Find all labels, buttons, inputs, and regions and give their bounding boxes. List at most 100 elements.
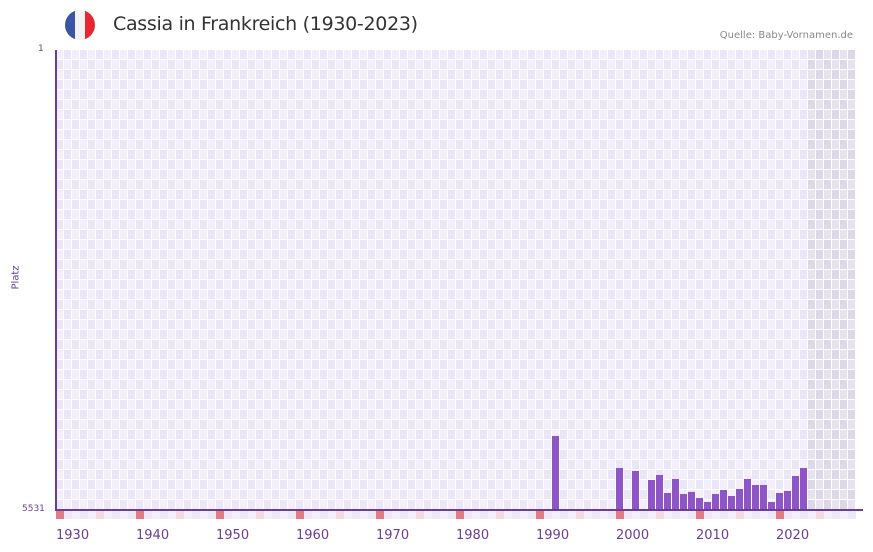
year-marker: [584, 511, 592, 519]
year-marker: [152, 511, 160, 519]
bar-2019[interactable]: [768, 502, 775, 510]
year-marker: [568, 511, 576, 519]
year-marker: [296, 511, 304, 519]
source-link[interactable]: Quelle: Baby-Vornamen.de: [719, 30, 853, 41]
year-marker: [384, 511, 392, 519]
year-marker: [816, 511, 824, 519]
year-marker: [288, 511, 296, 519]
x-tick-label: 2000: [616, 528, 650, 543]
bar-2016[interactable]: [744, 478, 751, 510]
bar-2018[interactable]: [760, 484, 767, 510]
year-marker: [192, 511, 200, 519]
year-marker: [368, 511, 376, 519]
year-marker: [744, 511, 752, 519]
chart-title: Cassia in Frankreich (1930-2023): [113, 13, 418, 35]
year-marker: [424, 511, 432, 519]
year-marker: [848, 511, 856, 519]
year-marker: [304, 511, 312, 519]
year-marker: [248, 511, 256, 519]
year-marker: [80, 511, 88, 519]
year-marker: [656, 511, 664, 519]
year-marker: [64, 511, 72, 519]
year-marker: [824, 511, 832, 519]
bar-2004[interactable]: [648, 479, 655, 510]
year-marker: [800, 511, 808, 519]
bar-2012[interactable]: [712, 494, 719, 510]
year-marker: [840, 511, 848, 519]
year-marker: [416, 511, 424, 519]
bar-2009[interactable]: [688, 492, 695, 510]
x-tick-label: 2010: [696, 528, 730, 543]
year-marker: [712, 511, 720, 519]
year-marker: [576, 511, 584, 519]
bar-2017[interactable]: [752, 484, 759, 510]
year-marker: [120, 511, 128, 519]
year-marker: [456, 511, 464, 519]
year-marker: [496, 511, 504, 519]
year-marker: [736, 511, 744, 519]
year-marker: [792, 511, 800, 519]
year-marker: [760, 511, 768, 519]
year-marker: [504, 511, 512, 519]
year-marker: [360, 511, 368, 519]
year-marker: [808, 511, 816, 519]
x-tick-label: 1950: [216, 528, 250, 543]
year-marker: [320, 511, 328, 519]
year-marker: [488, 511, 496, 519]
x-tick-label: 1980: [456, 528, 490, 543]
year-marker: [400, 511, 408, 519]
bar-1992[interactable]: [552, 435, 559, 510]
year-marker: [72, 511, 80, 519]
year-marker: [776, 511, 784, 519]
bar-2007[interactable]: [672, 478, 679, 510]
bar-2020[interactable]: [776, 493, 783, 510]
year-marker: [624, 511, 632, 519]
bar-2013[interactable]: [720, 490, 727, 510]
year-marker: [440, 511, 448, 519]
bar-2006[interactable]: [664, 493, 671, 510]
bar-2022[interactable]: [792, 475, 799, 510]
year-marker: [520, 511, 528, 519]
year-marker: [768, 511, 776, 519]
year-marker: [544, 511, 552, 519]
bar-2000[interactable]: [616, 467, 623, 510]
year-marker: [672, 511, 680, 519]
year-marker: [648, 511, 656, 519]
x-tick-label: 1930: [56, 528, 90, 543]
bar-2011[interactable]: [704, 502, 711, 510]
y-tick-top: 1: [38, 44, 44, 54]
year-marker: [160, 511, 168, 519]
year-marker: [176, 511, 184, 519]
year-marker: [256, 511, 264, 519]
y-tick-bottom: 5531: [22, 504, 45, 514]
x-tick-label: 1940: [136, 528, 170, 543]
year-marker: [616, 511, 624, 519]
year-marker: [216, 511, 224, 519]
bar-2002[interactable]: [632, 470, 639, 510]
x-axis-line: [55, 509, 863, 511]
year-marker: [512, 511, 520, 519]
year-marker: [376, 511, 384, 519]
year-marker: [608, 511, 616, 519]
year-marker: [696, 511, 704, 519]
year-marker: [88, 511, 96, 519]
year-marker: [632, 511, 640, 519]
year-marker: [128, 511, 136, 519]
bar-2005[interactable]: [656, 474, 663, 510]
bar-2023[interactable]: [800, 467, 807, 510]
bar-2014[interactable]: [728, 496, 735, 510]
year-marker: [664, 511, 672, 519]
year-marker: [112, 511, 120, 519]
year-marker: [264, 511, 272, 519]
year-marker: [728, 511, 736, 519]
bar-2010[interactable]: [696, 498, 703, 510]
year-marker: [200, 511, 208, 519]
year-marker: [336, 511, 344, 519]
bar-2021[interactable]: [784, 491, 791, 510]
year-marker: [272, 511, 280, 519]
bar-2015[interactable]: [736, 489, 743, 510]
bar-2008[interactable]: [680, 494, 687, 510]
year-marker: [688, 511, 696, 519]
year-marker: [560, 511, 568, 519]
chart-plot-area: [56, 50, 863, 510]
